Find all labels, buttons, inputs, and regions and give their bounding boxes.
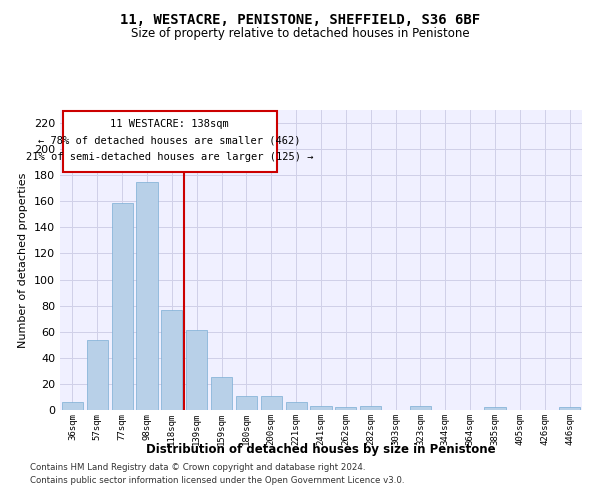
Text: Contains public sector information licensed under the Open Government Licence v3: Contains public sector information licen…	[30, 476, 404, 485]
Bar	[87, 340, 108, 410]
Text: Distribution of detached houses by size in Penistone: Distribution of detached houses by size …	[146, 442, 496, 456]
Bar	[236, 396, 257, 410]
Bar	[360, 406, 381, 410]
FancyBboxPatch shape	[62, 112, 277, 172]
Text: 21% of semi-detached houses are larger (125) →: 21% of semi-detached houses are larger (…	[26, 152, 313, 162]
Bar	[136, 182, 158, 410]
Bar	[310, 406, 332, 410]
Bar	[410, 406, 431, 410]
Bar	[112, 202, 133, 410]
Bar	[261, 396, 282, 410]
Bar	[335, 408, 356, 410]
Text: Size of property relative to detached houses in Penistone: Size of property relative to detached ho…	[131, 28, 469, 40]
Bar	[161, 310, 182, 410]
Text: Contains HM Land Registry data © Crown copyright and database right 2024.: Contains HM Land Registry data © Crown c…	[30, 464, 365, 472]
Y-axis label: Number of detached properties: Number of detached properties	[19, 172, 28, 348]
Text: 11 WESTACRE: 138sqm: 11 WESTACRE: 138sqm	[110, 119, 229, 129]
Bar	[62, 402, 83, 410]
Bar	[186, 330, 207, 410]
Bar	[484, 408, 506, 410]
Bar	[559, 408, 580, 410]
Bar	[211, 378, 232, 410]
Text: 11, WESTACRE, PENISTONE, SHEFFIELD, S36 6BF: 11, WESTACRE, PENISTONE, SHEFFIELD, S36 …	[120, 12, 480, 26]
Bar	[286, 402, 307, 410]
Text: ← 78% of detached houses are smaller (462): ← 78% of detached houses are smaller (46…	[38, 136, 301, 145]
